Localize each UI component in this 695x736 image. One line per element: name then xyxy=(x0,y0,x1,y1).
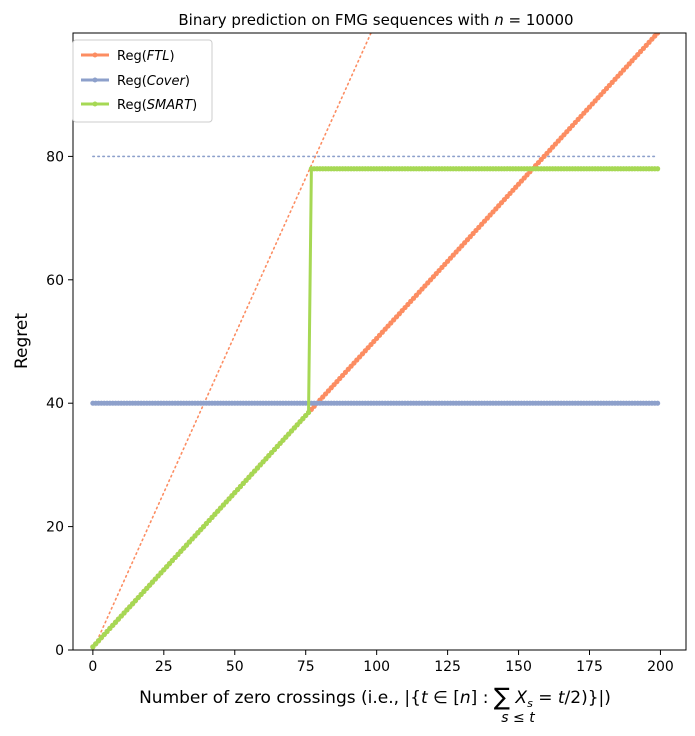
cover-series xyxy=(90,400,661,406)
legend-ftl-marker xyxy=(92,52,98,58)
x-tick-label: 200 xyxy=(647,659,674,675)
x-tick-label: 0 xyxy=(88,659,97,675)
x-tick-label: 75 xyxy=(297,659,315,675)
x-tick-label: 125 xyxy=(434,659,461,675)
y-axis-label: Regret xyxy=(12,313,32,369)
y-tick-label: 20 xyxy=(46,520,64,536)
x-tick-label: 100 xyxy=(363,659,390,675)
smart-point xyxy=(305,409,312,416)
x-tick-label: 25 xyxy=(155,659,173,675)
y-tick-label: 0 xyxy=(55,643,64,659)
x-axis-label: Number of zero crossings (i.e., |{t ∈ [n… xyxy=(139,683,611,711)
smart-line xyxy=(91,167,658,648)
series-layer xyxy=(90,33,661,650)
smart-series xyxy=(90,166,661,650)
cover-point xyxy=(655,400,661,406)
y-tick-label: 80 xyxy=(46,149,64,165)
legend-box xyxy=(72,39,213,123)
ftl-point xyxy=(655,33,661,36)
x-axis-label-subscript: s ≤ t xyxy=(501,710,535,726)
legend-smart-marker xyxy=(92,101,98,107)
chart-title: Binary prediction on FMG sequences with … xyxy=(178,11,573,29)
y-axis: 0 20 40 60 80 xyxy=(46,149,73,659)
x-tick-label: 50 xyxy=(226,659,244,675)
smart-point xyxy=(655,166,661,172)
reference-line-0 xyxy=(92,33,372,650)
legend-cover-marker xyxy=(92,77,98,83)
x-tick-label: 150 xyxy=(505,659,532,675)
legend-smart-label: Reg(SMART) xyxy=(117,98,197,113)
legend-ftl-label: Reg(FTL) xyxy=(117,49,175,64)
x-tick-label: 175 xyxy=(576,659,603,675)
x-axis: 0 25 50 75 100 125 150 175 200 xyxy=(88,650,674,675)
legend-cover-label: Reg(Cover) xyxy=(117,74,190,89)
legend: Reg(FTL) Reg(Cover) Reg(SMART) xyxy=(72,39,213,123)
y-tick-label: 40 xyxy=(46,396,64,412)
plot-frame xyxy=(72,32,687,651)
y-tick-label: 60 xyxy=(46,273,64,289)
